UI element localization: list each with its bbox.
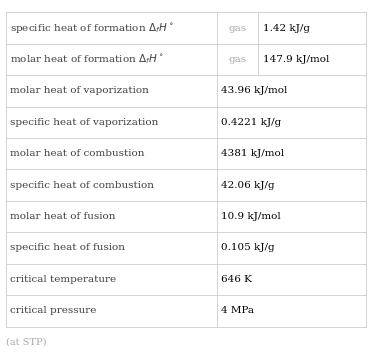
Text: molar heat of formation $\Delta_f H^\circ$: molar heat of formation $\Delta_f H^\cir… (10, 53, 164, 66)
Text: 0.4221 kJ/g: 0.4221 kJ/g (221, 118, 281, 127)
Text: molar heat of fusion: molar heat of fusion (10, 212, 116, 221)
Text: (at STP): (at STP) (6, 337, 46, 346)
Text: 646 K: 646 K (221, 275, 252, 284)
Text: critical pressure: critical pressure (10, 306, 96, 315)
Text: specific heat of vaporization: specific heat of vaporization (10, 118, 158, 127)
Text: 4381 kJ/mol: 4381 kJ/mol (221, 149, 284, 158)
Text: 147.9 kJ/mol: 147.9 kJ/mol (263, 55, 329, 64)
Text: specific heat of formation $\Delta_f H^\circ$: specific heat of formation $\Delta_f H^\… (10, 21, 174, 35)
Text: specific heat of combustion: specific heat of combustion (10, 181, 154, 190)
Text: molar heat of combustion: molar heat of combustion (10, 149, 145, 158)
Text: 4 MPa: 4 MPa (221, 306, 254, 315)
Text: 43.96 kJ/mol: 43.96 kJ/mol (221, 86, 288, 95)
Text: specific heat of fusion: specific heat of fusion (10, 244, 125, 252)
Text: 42.06 kJ/g: 42.06 kJ/g (221, 181, 275, 190)
Text: 10.9 kJ/mol: 10.9 kJ/mol (221, 212, 281, 221)
Text: gas: gas (228, 24, 247, 32)
Text: 1.42 kJ/g: 1.42 kJ/g (263, 24, 310, 32)
Text: gas: gas (228, 55, 247, 64)
Text: molar heat of vaporization: molar heat of vaporization (10, 86, 149, 95)
Text: 0.105 kJ/g: 0.105 kJ/g (221, 244, 275, 252)
Text: critical temperature: critical temperature (10, 275, 116, 284)
